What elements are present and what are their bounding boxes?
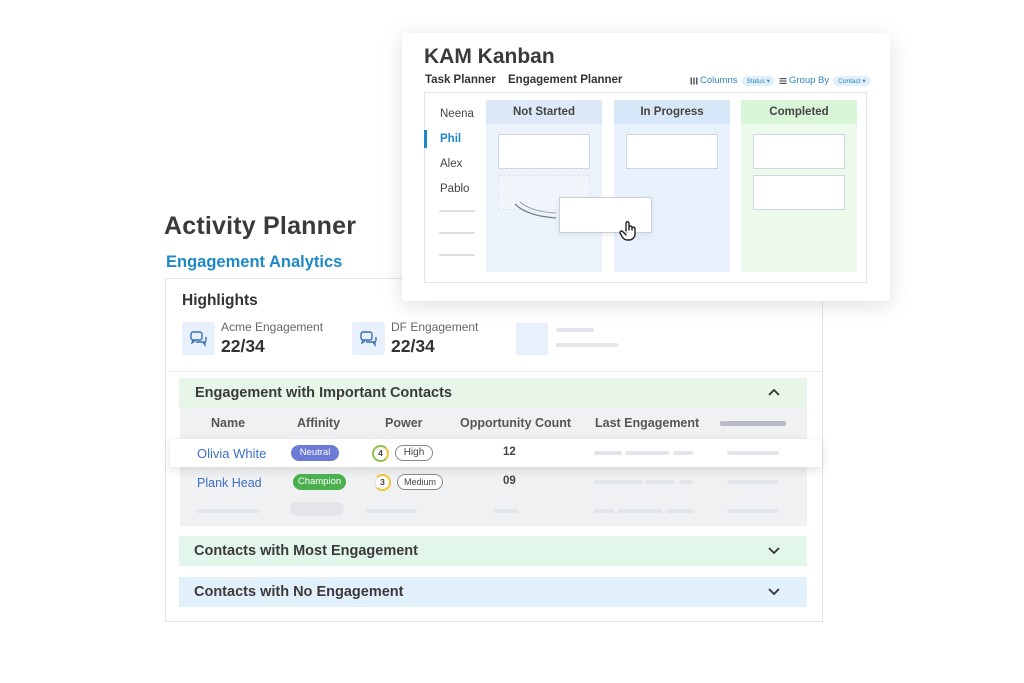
column-header-power: Power [385, 416, 423, 430]
person-item-pablo[interactable]: Pablo [440, 183, 470, 195]
column-title: In Progress [614, 100, 730, 124]
column-header-placeholder [720, 421, 786, 426]
dragged-task-card[interactable] [559, 197, 652, 233]
placeholder-line [618, 509, 662, 513]
chat-icon [352, 322, 385, 355]
placeholder-line [594, 509, 614, 513]
placeholder-line [594, 451, 622, 455]
placeholder-line [439, 232, 475, 234]
placeholder-line [679, 480, 693, 484]
section-most-engagement[interactable]: Contacts with Most Engagement [179, 536, 807, 566]
kpi-placeholder-icon [516, 323, 548, 355]
column-in-progress: In Progress [614, 100, 730, 272]
kanban-task-card[interactable] [498, 134, 590, 169]
placeholder-line [365, 509, 417, 513]
kpi-label: DF Engagement [391, 320, 479, 334]
highlights-title: Highlights [182, 292, 258, 309]
chat-icon [182, 322, 215, 355]
affinity-badge: Neutral [291, 445, 339, 461]
person-item-phil[interactable]: Phil [440, 133, 462, 145]
columns-label: Columns [700, 75, 738, 86]
columns-icon [690, 77, 698, 84]
placeholder-line [667, 509, 693, 513]
hand-cursor-icon [619, 221, 636, 241]
placeholder-line [196, 509, 260, 513]
placeholder-line [556, 343, 618, 347]
group-by-value-chip[interactable]: Contact ▾ [833, 75, 871, 86]
column-header-name: Name [211, 416, 246, 430]
section-title: Contacts with Most Engagement [194, 543, 418, 559]
table-row[interactable] [170, 439, 822, 467]
placeholder-line [439, 254, 475, 256]
power-score-ring: 4 [372, 445, 389, 462]
divider [165, 371, 823, 372]
columns-value-chip[interactable]: Status ▾ [741, 75, 776, 86]
kanban-title: KAM Kanban [424, 45, 555, 68]
group-by-icon [779, 77, 787, 84]
opportunity-count: 12 [503, 446, 516, 458]
column-title: Completed [741, 100, 857, 124]
column-header-affinity: Affinity [297, 416, 341, 430]
kpi-value: 22/34 [221, 336, 265, 356]
kpi-label: Acme Engagement [221, 320, 324, 334]
column-header-opportunity-count: Opportunity Count [460, 416, 572, 430]
section-important-contacts[interactable]: Engagement with Important Contacts [179, 378, 807, 408]
placeholder-line [439, 210, 475, 212]
tab-engagement-planner[interactable]: Engagement Planner [508, 74, 623, 86]
chevron-down-icon[interactable] [767, 544, 781, 558]
placeholder-line [727, 509, 779, 513]
power-level-pill: Medium [397, 474, 443, 490]
person-item-alex[interactable]: Alex [440, 158, 463, 170]
contacts-table [180, 408, 807, 526]
section-title: Contacts with No Engagement [194, 584, 404, 600]
section-title: Engagement with Important Contacts [195, 385, 452, 401]
column-header-last-engagement: Last Engagement [595, 416, 700, 430]
column-title: Not Started [486, 100, 602, 124]
drag-motion-lines [514, 201, 557, 219]
section-no-engagement[interactable]: Contacts with No Engagement [179, 577, 807, 607]
placeholder-line [625, 451, 669, 455]
placeholder-line [673, 451, 693, 455]
chevron-up-icon[interactable] [767, 385, 781, 399]
active-person-indicator [424, 130, 427, 148]
kpi-value: 22/34 [391, 336, 435, 356]
placeholder-line [493, 509, 519, 513]
kanban-task-card[interactable] [753, 134, 845, 169]
tab-task-planner[interactable]: Task Planner [425, 74, 496, 86]
kanban-task-card[interactable] [753, 175, 845, 210]
placeholder-line [645, 480, 675, 484]
placeholder-line [556, 328, 594, 332]
person-item-neena[interactable]: Neena [440, 108, 474, 120]
power-score-ring: 3 [374, 474, 391, 491]
opportunity-count: 09 [503, 475, 516, 487]
contact-name-link[interactable]: Olivia White [197, 446, 267, 461]
placeholder-line [594, 480, 642, 484]
power-level-pill: High [395, 445, 433, 461]
chevron-down-icon[interactable] [767, 585, 781, 599]
page-title: Activity Planner [164, 212, 357, 240]
contact-name-link[interactable]: Plank Head [197, 476, 262, 490]
group-by-label: Group By [789, 75, 830, 86]
kpi-df-engagement: DF Engagement 22/34 [352, 320, 478, 357]
placeholder-line [727, 480, 779, 484]
affinity-badge: Champion [293, 474, 346, 490]
page-subtitle: Engagement Analytics [166, 253, 343, 271]
placeholder-pill [290, 502, 344, 516]
group-by-selector[interactable]: Group By Contact ▾ [779, 75, 871, 86]
kpi-acme-engagement: Acme Engagement 22/34 [182, 320, 323, 357]
placeholder-line [727, 451, 779, 455]
kanban-task-card[interactable] [626, 134, 718, 169]
columns-selector[interactable]: Columns Status ▾ [690, 75, 776, 86]
